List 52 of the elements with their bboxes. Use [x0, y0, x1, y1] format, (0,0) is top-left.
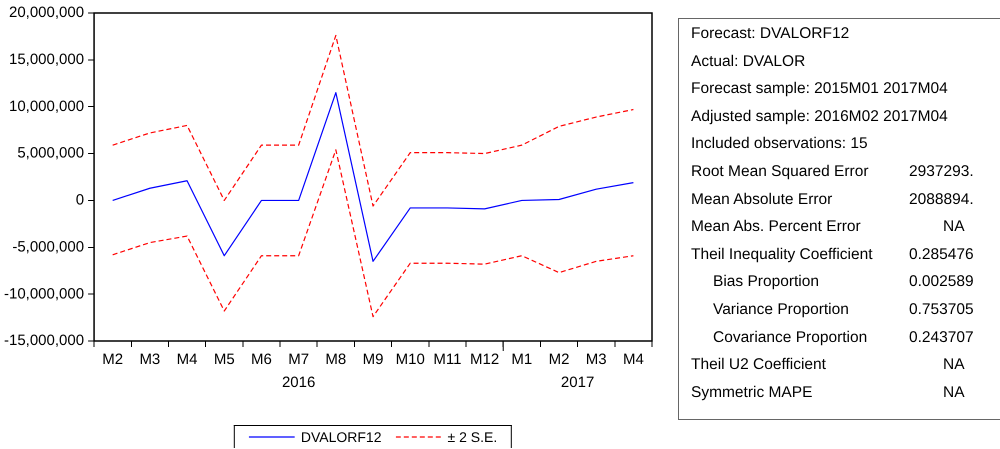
- text: 0.753705: [909, 301, 974, 318]
- x-tick-label: M7: [288, 351, 310, 368]
- y-tick-label: 10,000,000: [8, 98, 84, 115]
- x-tick-label: M5: [214, 351, 235, 368]
- text: 0.002589: [909, 273, 974, 290]
- y-tick-label: -10,000,000: [4, 285, 84, 302]
- category-label: Mean Abs. Percent Error: [691, 218, 861, 236]
- category-label: Variance Proportion: [713, 301, 849, 319]
- x-tick-label: M10: [396, 351, 425, 368]
- category-label: Adjusted sample: 2016M02 2017M04: [691, 108, 948, 126]
- text: 2017: [560, 374, 594, 391]
- category-label: Included observations: 15: [691, 135, 868, 154]
- category-label: Theil U2 Coefficient: [691, 356, 826, 374]
- y-tick-label: 20,000,000: [8, 4, 84, 22]
- x-tick-label: M8: [325, 351, 346, 368]
- category-label: Mean Absolute Error: [691, 190, 832, 209]
- y-tick-label: 5,000,000: [17, 144, 84, 162]
- category-label: Bias Proportion: [713, 273, 819, 292]
- y-tick-label: 15,000,000: [8, 51, 84, 68]
- text: NA: [943, 218, 965, 236]
- x-tick-label: M3: [139, 351, 160, 368]
- y-tick-label: -15,000,000: [4, 332, 84, 350]
- x-tick-label: M9: [362, 351, 384, 368]
- text: NA: [943, 384, 965, 401]
- x-tick-label: M2: [102, 351, 124, 368]
- x-tick-label: M1: [511, 351, 532, 368]
- category-label: Covariance Proportion: [713, 328, 868, 347]
- x-tick-label: M2: [548, 351, 570, 368]
- text: 0.285476: [909, 246, 974, 263]
- category-label: Forecast: DVALORF12: [691, 25, 850, 43]
- legend-label: DVALORF12: [300, 429, 382, 445]
- text: 2937293.: [909, 163, 974, 180]
- x-tick-label: M3: [586, 351, 607, 368]
- y-tick-label: 0: [76, 192, 84, 209]
- text: 2016: [282, 374, 316, 391]
- category-label: Symmetric MAPE: [691, 384, 812, 402]
- category-label: Forecast sample: 2015M01 2017M04: [691, 80, 948, 98]
- category-label: Theil Inequality Coefficient: [691, 246, 873, 264]
- x-tick-label: M11: [433, 351, 462, 368]
- y-tick-label: -5,000,000: [12, 238, 84, 256]
- category-label: Root Mean Squared Error: [691, 163, 868, 181]
- text: 2088894.: [909, 190, 974, 208]
- text: 0.243707: [909, 328, 974, 346]
- x-tick-label: M6: [251, 351, 272, 368]
- x-tick-label: M4: [176, 351, 198, 368]
- text: NA: [943, 356, 965, 374]
- category-label: Actual: DVALOR: [691, 52, 806, 71]
- line-series: [112, 34, 634, 207]
- legend-label: ± 2 S.E.: [448, 429, 498, 445]
- x-tick-label: M12: [470, 351, 500, 368]
- line-series: [112, 149, 634, 318]
- x-tick-label: M4: [622, 351, 644, 368]
